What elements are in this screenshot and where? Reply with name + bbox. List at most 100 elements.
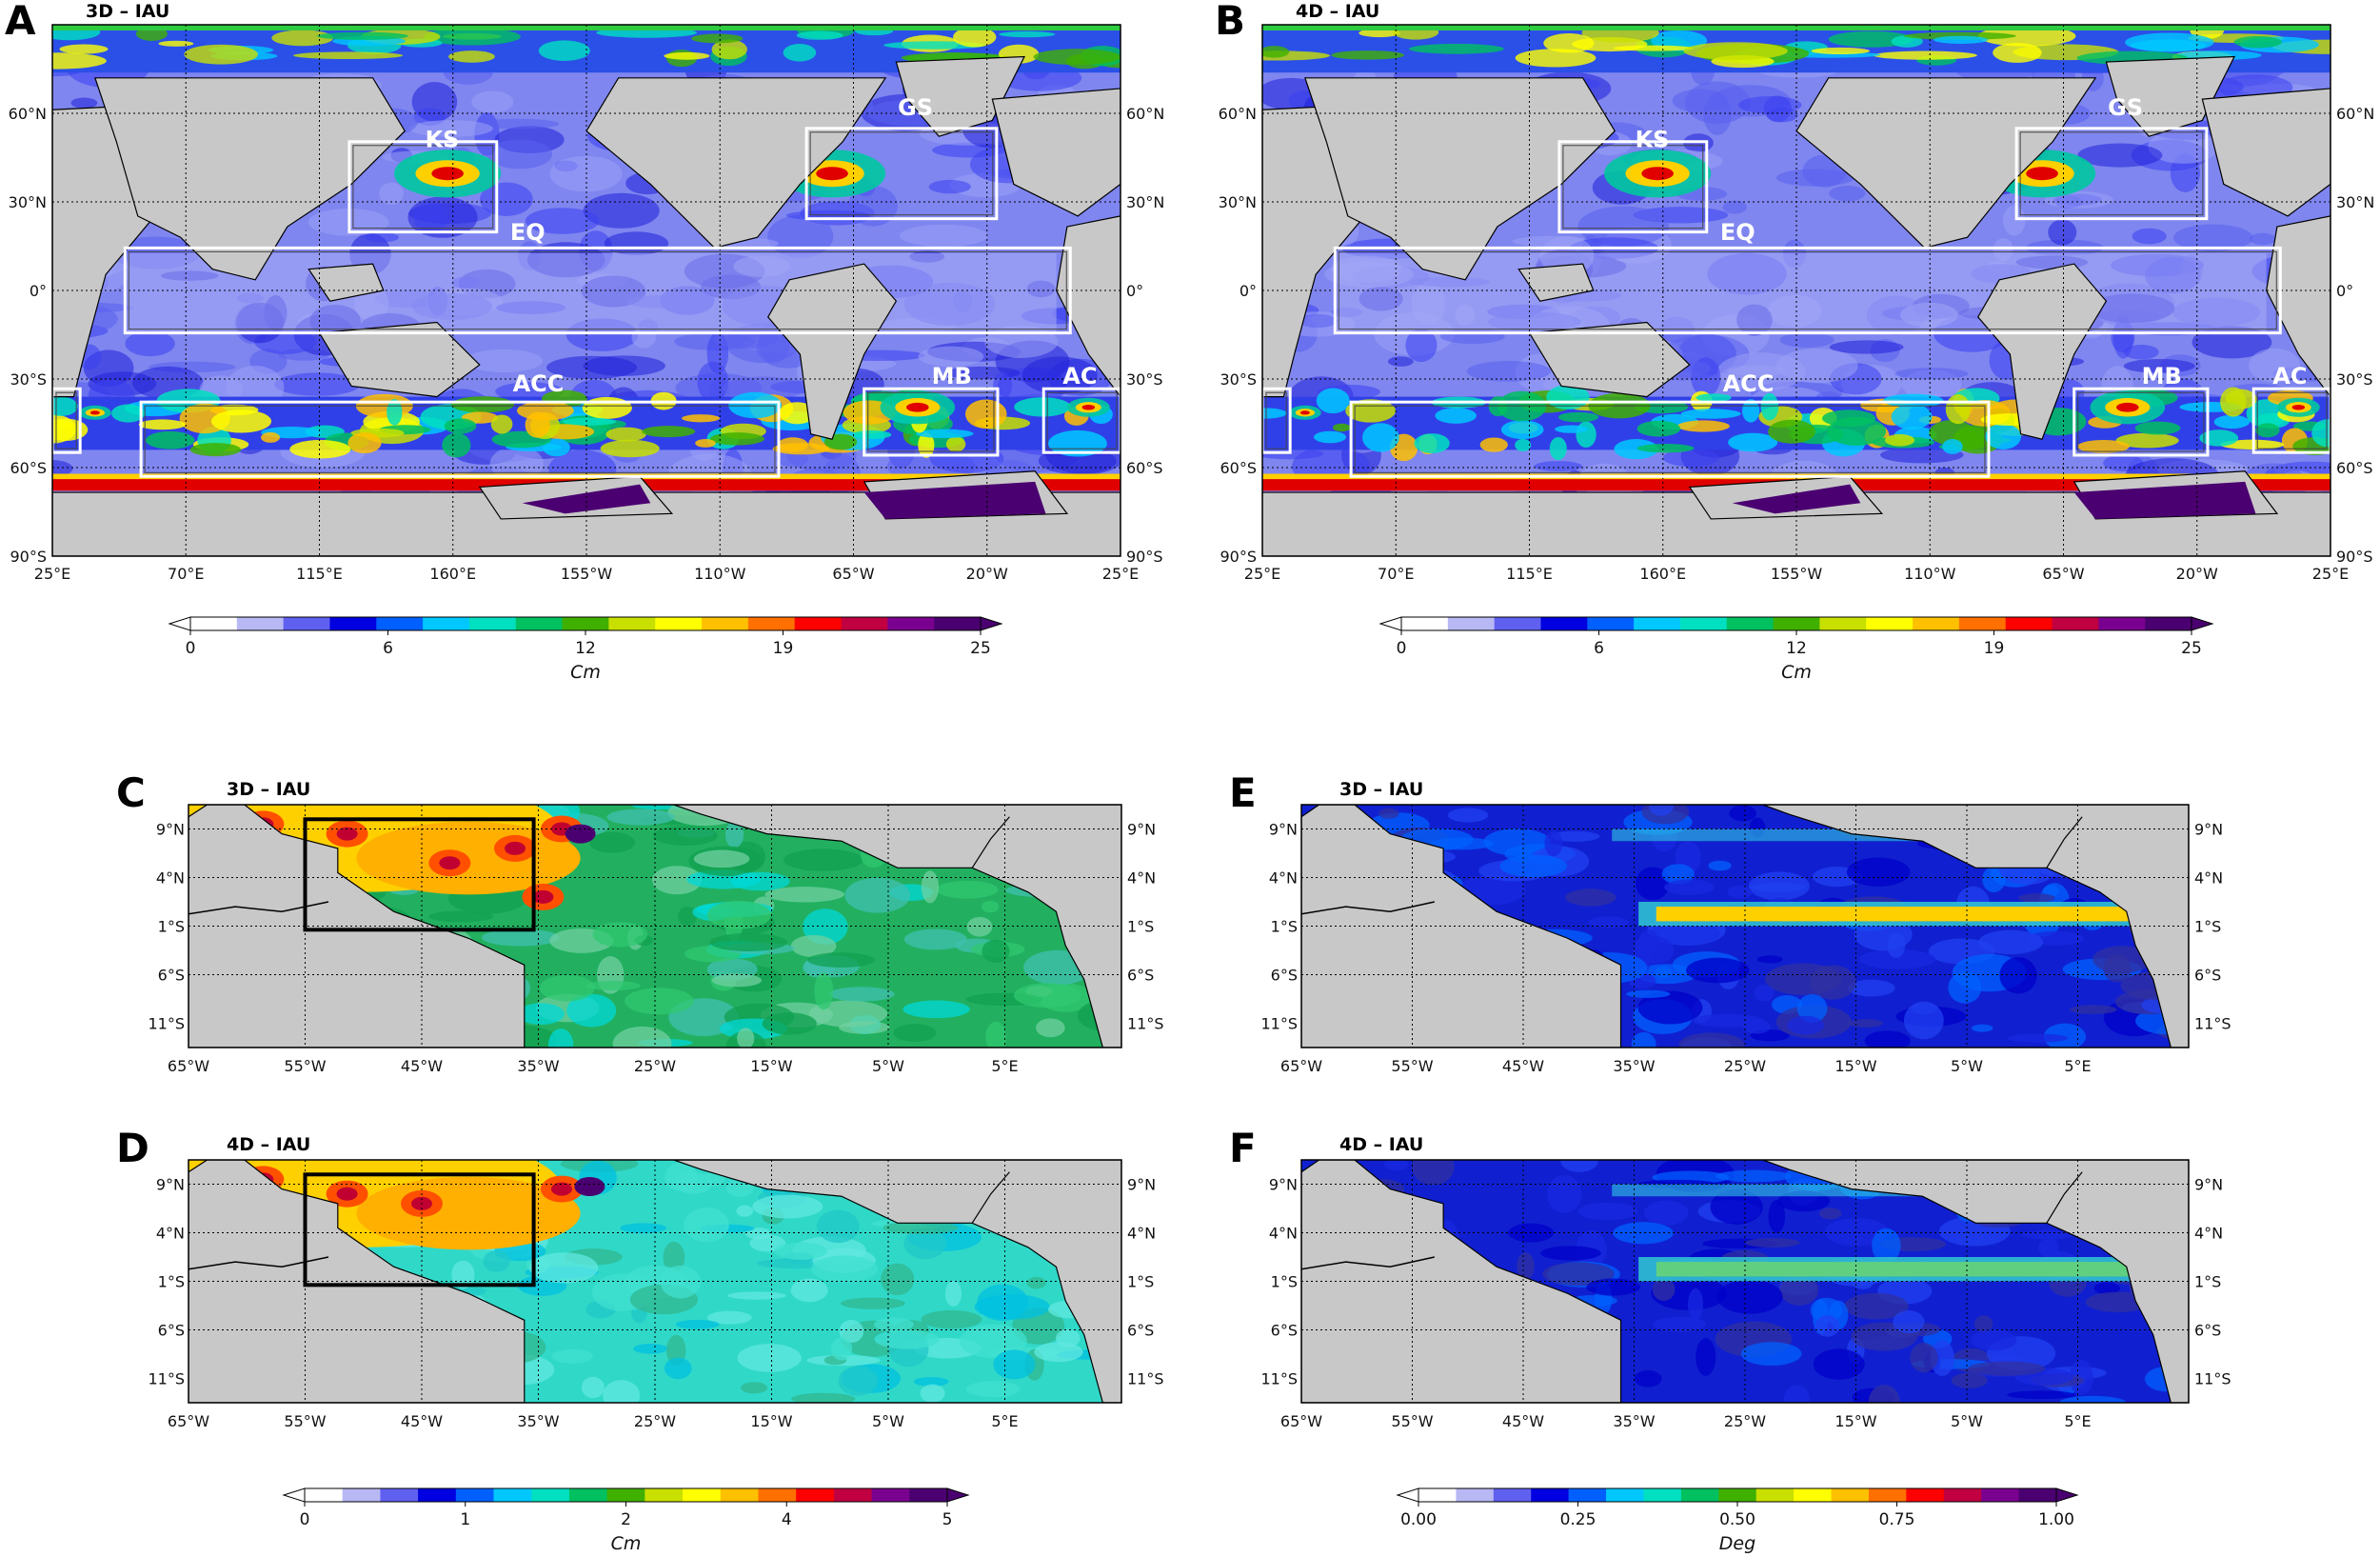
field-texture [830, 1337, 853, 1361]
region-box [863, 387, 1000, 457]
acc-eddy [1985, 423, 2022, 449]
acc-eddy [2077, 440, 2130, 453]
field-texture [551, 1348, 594, 1364]
hotspot-core [336, 827, 358, 841]
region-label: GS [898, 94, 933, 121]
colorbar-segment [1679, 617, 1728, 630]
field-texture [828, 987, 895, 1002]
equatorial-band [127, 252, 1057, 333]
arctic-feature [2125, 32, 2214, 52]
river [1301, 901, 1435, 915]
colorbar-segment [2005, 617, 2053, 630]
acc-eddy [444, 418, 477, 434]
region-box-inner [809, 131, 994, 216]
lat-tick-label-left: 90°S [10, 548, 47, 566]
lon-tick-label: 5°E [2064, 1412, 2091, 1430]
field-texture [1648, 805, 1674, 816]
field-texture [1868, 1385, 1900, 1403]
region-box [303, 1172, 536, 1288]
field-texture [730, 871, 790, 891]
colorbar-segment [909, 1488, 948, 1502]
field-texture [791, 1392, 856, 1403]
land-mass [1056, 215, 1121, 398]
colorbar-tick-label: 12 [1786, 639, 1807, 658]
colorbar-e-f: 0.00 0.25 0.50 0.75 1.00 Deg [1396, 1487, 2079, 1554]
region-box-inner [1046, 391, 1118, 449]
lat-tick-label-left: 11°S [148, 1015, 185, 1033]
region-box [2014, 127, 2209, 221]
field-texture [651, 866, 703, 895]
field-texture [724, 821, 744, 848]
field-texture [1754, 984, 1775, 1002]
field-texture [1887, 931, 1906, 958]
field-texture [1540, 1246, 1601, 1261]
ocean-texture [1405, 329, 1438, 363]
field-texture [1967, 1361, 2046, 1376]
field-texture [1655, 966, 1673, 978]
region-box [1262, 387, 1292, 454]
field-texture [1847, 1019, 1883, 1028]
arctic-feature [691, 33, 744, 44]
colorbar-segment [1643, 1488, 1682, 1502]
lat-tick-label-right: 60°N [1126, 105, 1164, 123]
field-texture [2059, 1395, 2126, 1403]
field-texture [1637, 990, 1703, 1025]
colorbar-segment [1493, 1488, 1532, 1502]
lon-tick-label: 35°W [1613, 1057, 1655, 1075]
colorbar-segment [1401, 617, 1449, 630]
field-texture [1588, 916, 1629, 928]
lat-tick-label-left: 1°S [1271, 1273, 1298, 1291]
ocean-texture [1829, 186, 1866, 202]
lat-tick-label-right: 6°S [1127, 1322, 1154, 1340]
region-box [139, 400, 781, 478]
lat-tick-label-left: 60°N [9, 105, 47, 123]
ocean-texture [489, 446, 544, 481]
acc-eddy [695, 438, 716, 448]
field-texture [2092, 946, 2152, 974]
lat-tick-label-right: 4°N [2194, 869, 2223, 888]
antarctic-shelf [522, 484, 651, 514]
arctic-feature [664, 51, 710, 60]
colorbar-segment [283, 617, 331, 630]
hotspot-core [532, 889, 554, 904]
colorbar-segment [380, 1488, 419, 1502]
field-texture [920, 1384, 945, 1403]
acc-eddy [2311, 419, 2330, 448]
map-panel-d: 4D – IAU D 65°W 55°W 45°W 35°W 25°W 15°W 5°W 5°E 9… [116, 1125, 1164, 1430]
acc-eddy [347, 432, 382, 454]
region-box-inner [55, 391, 77, 449]
lat-tick-label-right: 11°S [1127, 1015, 1164, 1033]
colorbar-segment [1906, 1488, 1945, 1502]
lat-tick-label-left: 11°S [148, 1370, 185, 1388]
field-texture [1783, 1385, 1810, 1403]
acc-eddy [605, 427, 646, 442]
ocean-texture [1298, 313, 1338, 329]
lon-tick-label: 55°W [284, 1412, 326, 1430]
lat-tick-label-right: 11°S [1127, 1370, 1164, 1388]
field-texture [1708, 860, 1732, 871]
field-texture [1036, 1018, 1065, 1038]
field-texture [807, 952, 875, 968]
panel-title: 3D – IAU [86, 1, 169, 22]
lat-tick-label-left: 1°S [158, 1273, 185, 1291]
field-texture [603, 1380, 641, 1403]
acc-eddy [1362, 423, 1399, 452]
ocean-texture [1779, 332, 1835, 349]
lon-tick-label: 160°E [429, 565, 476, 583]
arctic-feature [59, 44, 109, 54]
field-texture [874, 1329, 940, 1349]
colorbar-segment [934, 617, 982, 630]
arctic-feature [1262, 46, 1290, 58]
region-box [2251, 387, 2330, 454]
arctic-feature [1683, 42, 1788, 60]
field-texture [1716, 1169, 1792, 1183]
lon-tick-label: 15°W [1835, 1412, 1876, 1430]
map-content [188, 805, 1121, 1048]
ocean-texture [413, 201, 448, 233]
acc-eddy [777, 437, 808, 452]
lon-tick-label: 25°E [34, 565, 70, 583]
colorbar-segment [1794, 1488, 1833, 1502]
hotspot-core [551, 1182, 572, 1196]
lat-tick-label-left: 0° [1240, 282, 1257, 300]
field-texture [1910, 1343, 1938, 1373]
